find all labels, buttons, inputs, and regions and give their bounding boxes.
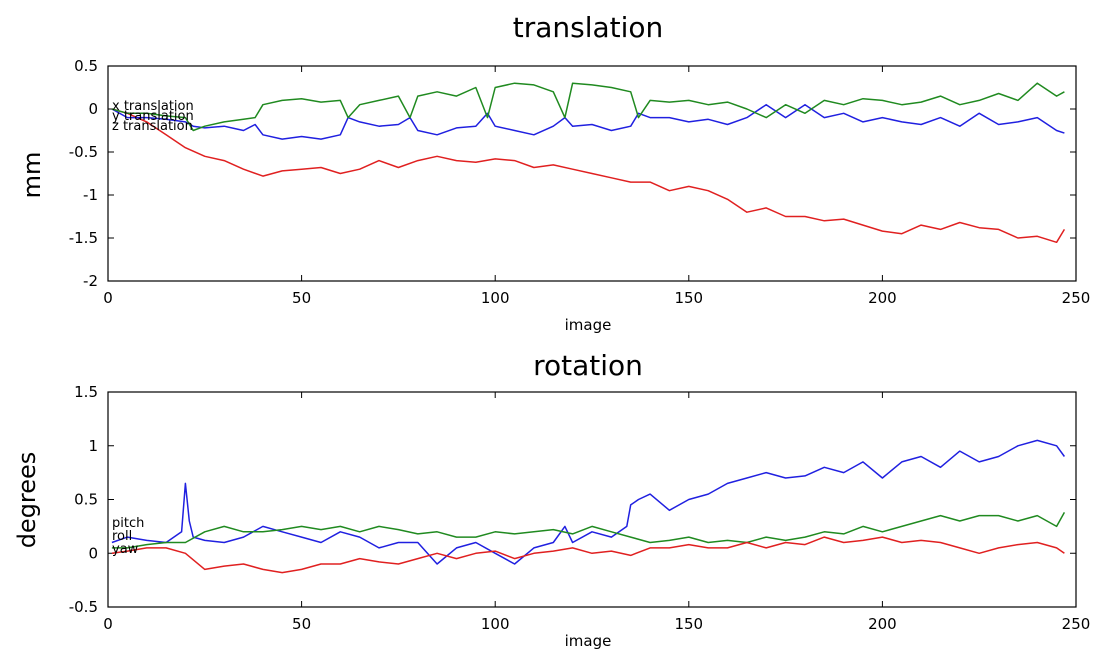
translation-legend-entry: y translation xyxy=(112,109,194,124)
translation-x-tick-label: 100 xyxy=(481,289,510,307)
rotation-x-tick-label: 100 xyxy=(481,615,510,633)
translation-y-tick-label: 0 xyxy=(88,100,98,118)
rotation-y-tick-label: 0 xyxy=(88,544,98,562)
rotation-y-tick-label: 0.5 xyxy=(74,491,98,509)
rotation-x-tick-label: 50 xyxy=(292,615,311,633)
rotation-series-line-yaw xyxy=(111,536,1065,574)
translation-x-tick-label: 50 xyxy=(292,289,311,307)
translation-y-tick-label: -2 xyxy=(83,272,98,290)
rotation-x-tick-label: 200 xyxy=(868,615,897,633)
translation-x-tick-label: 250 xyxy=(1062,289,1091,307)
rotation-legend-entry: pitch xyxy=(112,516,144,531)
rotation-series-line-roll xyxy=(111,512,1066,549)
translation-x-axis-label: image xyxy=(565,316,612,334)
translation-series-line-z-translation xyxy=(111,82,1065,132)
rotation-y-tick-label: 1.5 xyxy=(74,383,98,401)
translation-chart-title: translation xyxy=(513,11,664,44)
rotation-chart: rotation degrees image 0 50 100 150 200 250 -0… xyxy=(13,349,1090,650)
translation-y-axis-label: mm xyxy=(18,152,46,199)
translation-x-tick-label: 0 xyxy=(103,289,113,307)
rotation-y-tick-label: -0.5 xyxy=(69,598,98,616)
rotation-x-tick-label: 250 xyxy=(1062,615,1091,633)
translation-series-line-y-translation xyxy=(111,103,1065,140)
translation-axis-ticks: 0 50 100 150 200 250 -2 -1.5 -1 -0.5 0 0.5 xyxy=(69,57,1091,307)
translation-y-tick-label: -1 xyxy=(83,186,98,204)
translation-chart: translation mm image 0 50 100 150 200 250 -2 -1… xyxy=(18,11,1090,334)
translation-plot-frame xyxy=(107,65,1077,282)
rotation-axis-ticks: 0 50 100 150 200 250 -0.5 0 0.5 1 1.5 xyxy=(69,383,1091,633)
translation-legend-entry: x translation xyxy=(112,99,194,114)
rotation-legend-entry: yaw xyxy=(112,542,139,557)
translation-legend-entry: z translation xyxy=(112,119,193,134)
translation-x-tick-label: 150 xyxy=(674,289,703,307)
rotation-series-group xyxy=(111,439,1066,574)
rotation-x-tick-label: 150 xyxy=(674,615,703,633)
translation-series-line-x-translation xyxy=(111,108,1066,244)
rotation-x-tick-label: 0 xyxy=(103,615,113,633)
rotation-legend-entry: roll xyxy=(112,529,132,544)
rotation-y-tick-label: 1 xyxy=(88,437,98,455)
translation-y-tick-label: -0.5 xyxy=(69,143,98,161)
translation-x-tick-label: 200 xyxy=(868,289,897,307)
translation-y-tick-label: -1.5 xyxy=(69,229,98,247)
rotation-plot-frame xyxy=(107,391,1077,608)
translation-series-group xyxy=(111,82,1066,244)
rotation-series-line-pitch xyxy=(111,439,1066,565)
translation-y-tick-label: 0.5 xyxy=(74,57,98,75)
rotation-chart-title: rotation xyxy=(533,349,643,382)
rotation-y-axis-label: degrees xyxy=(13,452,41,549)
rotation-x-axis-label: image xyxy=(565,632,612,650)
